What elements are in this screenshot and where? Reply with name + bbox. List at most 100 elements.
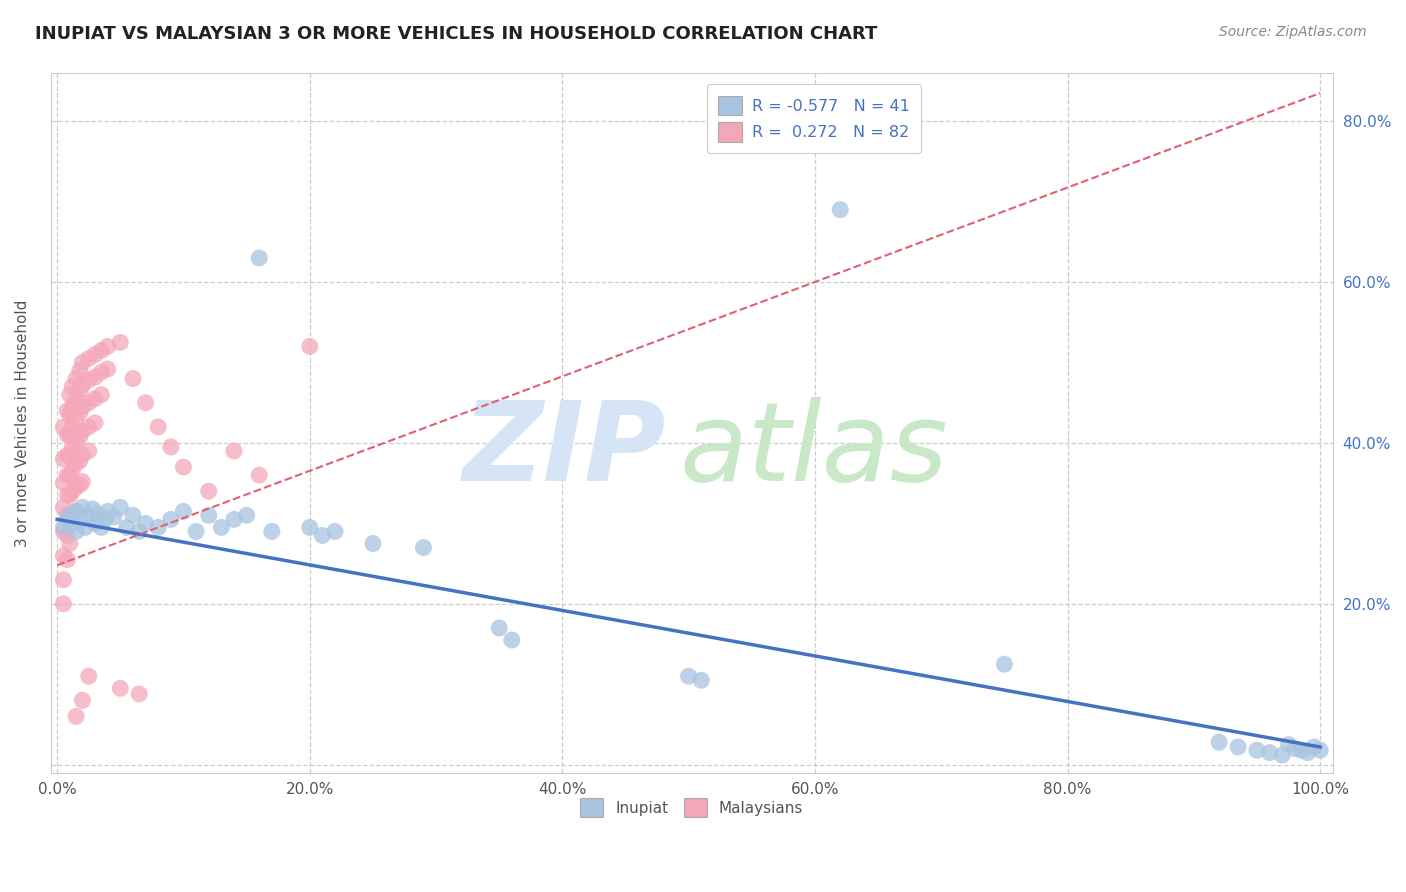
Point: [59, 468, 82, 483]
Point: [69, 512, 91, 526]
Point: [1302, 739, 1324, 754]
Point: [65, 412, 87, 426]
Point: [110, 335, 132, 350]
Point: [59, 428, 82, 442]
Point: [90, 365, 112, 379]
Point: [86, 507, 108, 521]
Point: [65, 371, 87, 385]
Point: [311, 528, 333, 542]
Point: [128, 524, 150, 539]
Point: [72, 355, 94, 369]
Point: [1227, 739, 1250, 754]
Text: Source: ZipAtlas.com: Source: ZipAtlas.com: [1219, 25, 1367, 39]
Point: [72, 475, 94, 489]
Point: [60, 484, 83, 499]
Point: [60, 516, 83, 531]
Point: [84, 416, 107, 430]
Point: [90, 387, 112, 401]
Point: [1289, 743, 1312, 757]
Point: [84, 370, 107, 384]
Point: [52, 597, 75, 611]
Point: [56, 508, 79, 523]
Point: [690, 673, 713, 688]
Point: [59, 387, 82, 401]
Point: [135, 516, 157, 531]
Legend: Inupiat, Malaysians: Inupiat, Malaysians: [572, 790, 811, 824]
Point: [60, 420, 83, 434]
Point: [110, 500, 132, 515]
Point: [97, 504, 120, 518]
Point: [52, 549, 75, 563]
Point: [60, 440, 83, 454]
Point: [72, 400, 94, 414]
Point: [52, 476, 75, 491]
Point: [1271, 747, 1294, 762]
Point: [56, 528, 79, 542]
Point: [90, 343, 112, 358]
Y-axis label: 3 or more Vehicles in Household: 3 or more Vehicles in Household: [15, 299, 30, 547]
Point: [678, 669, 700, 683]
Point: [65, 504, 87, 518]
Point: [59, 408, 82, 422]
Point: [77, 444, 100, 458]
Point: [84, 392, 107, 406]
Point: [122, 371, 145, 385]
Point: [60, 508, 83, 523]
Point: [65, 392, 87, 406]
Point: [135, 396, 157, 410]
Point: [52, 500, 75, 515]
Point: [260, 524, 283, 539]
Point: [69, 363, 91, 377]
Point: [52, 420, 75, 434]
Point: [52, 524, 75, 539]
Point: [159, 440, 181, 454]
Point: [77, 351, 100, 366]
Point: [72, 693, 94, 707]
Point: [361, 536, 384, 550]
Point: [222, 512, 245, 526]
Point: [65, 480, 87, 494]
Point: [65, 436, 87, 450]
Point: [172, 460, 194, 475]
Point: [110, 681, 132, 696]
Point: [1309, 743, 1331, 757]
Point: [56, 468, 79, 483]
Point: [209, 520, 232, 534]
Point: [1277, 738, 1299, 752]
Point: [65, 524, 87, 539]
Point: [1208, 735, 1230, 749]
Point: [69, 453, 91, 467]
Point: [412, 541, 434, 555]
Point: [128, 687, 150, 701]
Point: [159, 512, 181, 526]
Text: atlas: atlas: [679, 397, 948, 504]
Point: [247, 251, 270, 265]
Point: [1246, 743, 1268, 757]
Point: [501, 633, 523, 648]
Point: [72, 448, 94, 462]
Point: [65, 709, 87, 723]
Point: [56, 552, 79, 566]
Point: [56, 512, 79, 526]
Point: [172, 504, 194, 518]
Point: [77, 420, 100, 434]
Point: [69, 384, 91, 398]
Point: [59, 508, 82, 523]
Point: [90, 520, 112, 534]
Point: [59, 448, 82, 462]
Point: [247, 468, 270, 483]
Text: INUPIAT VS MALAYSIAN 3 OR MORE VEHICLES IN HOUSEHOLD CORRELATION CHART: INUPIAT VS MALAYSIAN 3 OR MORE VEHICLES …: [35, 25, 877, 43]
Point: [82, 502, 104, 516]
Point: [52, 520, 75, 534]
Point: [56, 404, 79, 418]
Point: [72, 378, 94, 392]
Point: [72, 500, 94, 515]
Point: [115, 520, 138, 534]
Point: [77, 669, 100, 683]
Point: [59, 536, 82, 550]
Point: [59, 488, 82, 502]
Point: [56, 488, 79, 502]
Point: [148, 420, 170, 434]
Point: [69, 477, 91, 491]
Point: [184, 524, 207, 539]
